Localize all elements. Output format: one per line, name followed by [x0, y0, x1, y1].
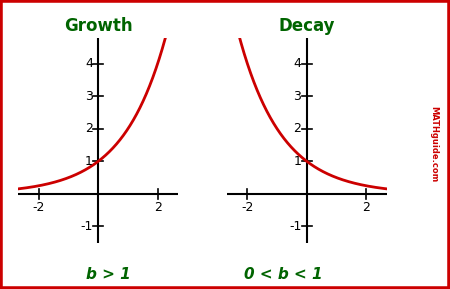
Text: 1: 1	[293, 155, 302, 168]
Text: MATHguide.com: MATHguide.com	[430, 106, 439, 183]
Text: 2: 2	[293, 122, 302, 135]
Title: Growth: Growth	[64, 17, 133, 35]
Text: 3: 3	[85, 90, 93, 103]
Text: -1: -1	[289, 220, 302, 233]
Text: -2: -2	[241, 201, 253, 214]
Text: 0 < b < 1: 0 < b < 1	[244, 267, 323, 282]
Title: Decay: Decay	[279, 17, 335, 35]
Text: 4: 4	[85, 57, 93, 70]
Text: 1: 1	[85, 155, 93, 168]
Text: -1: -1	[81, 220, 93, 233]
Text: 2: 2	[154, 201, 162, 214]
Text: 3: 3	[293, 90, 302, 103]
Text: 4: 4	[293, 57, 302, 70]
Text: -2: -2	[32, 201, 45, 214]
Text: 2: 2	[362, 201, 370, 214]
Text: 2: 2	[85, 122, 93, 135]
Text: b > 1: b > 1	[86, 267, 130, 282]
